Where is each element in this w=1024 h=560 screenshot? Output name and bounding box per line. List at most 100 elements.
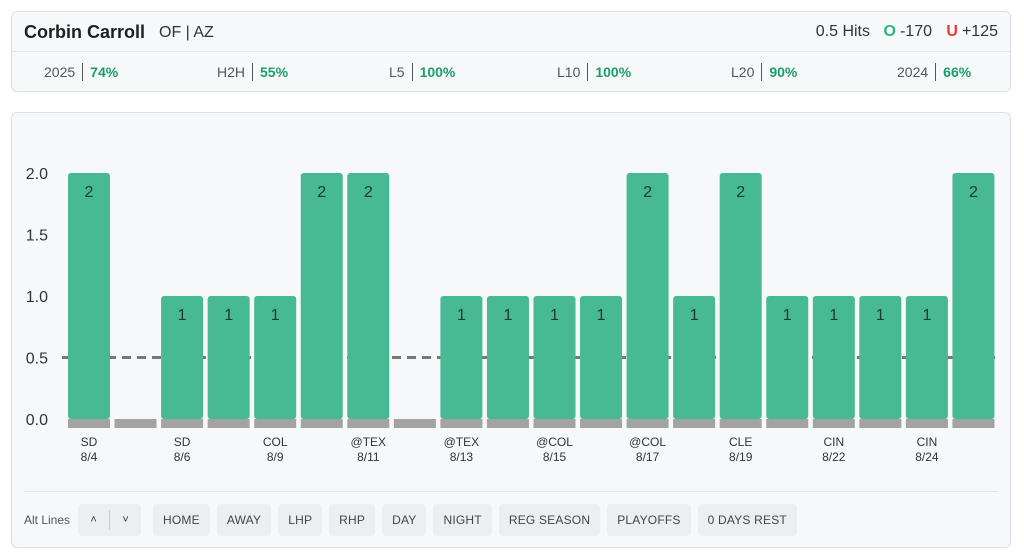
bar-base [300, 419, 343, 428]
bar-value-label: 2 [85, 184, 94, 201]
bar-base [347, 419, 390, 428]
x-tick-date: 8/22 [822, 450, 846, 464]
stat-value: 90% [769, 64, 798, 80]
alt-lines-stepper: ˄ ˅ [78, 504, 142, 536]
filter-rest-days-button[interactable]: 0 DAYS REST [697, 504, 797, 536]
filter-rhp-button[interactable]: RHP [329, 504, 376, 536]
bar [254, 296, 297, 419]
stat-divider [587, 63, 589, 81]
x-tick-date: 8/19 [729, 450, 753, 464]
stat-label: L10 [557, 64, 581, 80]
stat-divider [82, 63, 84, 81]
y-tick-label: 2.0 [26, 166, 48, 183]
x-tick-date: 8/24 [915, 450, 939, 464]
x-tick-date: 8/15 [543, 450, 567, 464]
x-tick-date: 8/17 [636, 450, 660, 464]
player-header-top: Corbin Carroll OF | AZ 0.5 Hits O -170 U +… [12, 12, 1010, 52]
stat-label: H2H [217, 64, 246, 80]
y-tick-label: 0.0 [26, 412, 48, 429]
bar-value-label: 1 [550, 307, 559, 324]
bar-value-label: 2 [969, 184, 978, 201]
y-tick-label: 0.5 [26, 351, 48, 368]
chevron-up-icon: ˄ [90, 514, 97, 526]
stat-divider [252, 63, 254, 81]
bar-base [393, 419, 436, 428]
stat-divider [761, 63, 763, 81]
filter-home-button[interactable]: HOME [153, 504, 210, 536]
stat-value: 100% [419, 64, 456, 80]
over-odds-value: -170 [899, 23, 932, 40]
alt-line-down-button[interactable]: ˅ [110, 504, 141, 536]
bar-value-label: 1 [922, 307, 931, 324]
bar-base [161, 419, 204, 428]
filter-night-button[interactable]: NIGHT [433, 504, 492, 536]
over-letter: O [883, 23, 896, 40]
under-odds[interactable]: U +125 [946, 23, 998, 41]
bar-value-label: 1 [224, 307, 233, 324]
player-name[interactable]: Corbin Carroll [24, 22, 146, 42]
bar-value-label: 1 [829, 307, 838, 324]
filter-away-button[interactable]: AWAY [216, 504, 272, 536]
stat-l10: L10 100% [557, 61, 631, 83]
over-odds[interactable]: O -170 [884, 23, 932, 41]
bar [207, 296, 250, 419]
bar-base [440, 419, 483, 428]
bar-base [812, 419, 855, 428]
bar [719, 173, 762, 419]
stat-l20: L20 90% [731, 61, 797, 83]
y-tick-label: 1.5 [26, 228, 48, 245]
bar [533, 296, 576, 419]
stat-label: L5 [389, 64, 405, 80]
filters-bar: Alt Lines ˄ ˅ HOME AWAY LHP RHP DAY NIGH… [24, 504, 804, 536]
bar-value-label: 1 [876, 307, 885, 324]
x-tick-date: 8/9 [267, 450, 284, 464]
bar [347, 173, 390, 419]
filter-day-button[interactable]: DAY [382, 504, 427, 536]
bar [859, 296, 902, 419]
bar-value-label: 2 [643, 184, 652, 201]
x-tick-team: SD [81, 435, 98, 449]
stat-value: 100% [595, 64, 632, 80]
x-tick-team: SD [174, 435, 191, 449]
bar-value-label: 2 [317, 184, 326, 201]
bar-base [207, 419, 250, 428]
x-tick-team: CLE [729, 435, 752, 449]
stat-value: 55% [260, 64, 289, 80]
stat-value: 66% [943, 64, 972, 80]
alt-line-up-button[interactable]: ˄ [78, 504, 109, 536]
player-position-team: OF | AZ [159, 24, 214, 41]
x-tick-team: CIN [917, 435, 938, 449]
bar-value-label: 1 [597, 307, 606, 324]
bar-base [859, 419, 902, 428]
stat-divider [935, 63, 937, 81]
filter-lhp-button[interactable]: LHP [278, 504, 323, 536]
x-tick-date: 8/6 [174, 450, 191, 464]
under-odds-value: +125 [961, 23, 998, 40]
bar-base [114, 419, 157, 428]
bar [68, 173, 110, 419]
bar-value-label: 2 [364, 184, 373, 201]
x-tick-team: @TEX [351, 435, 387, 449]
filter-reg-season-button[interactable]: REG SEASON [498, 504, 601, 536]
x-tick-team: COL [263, 435, 288, 449]
prop-line-label: 0.5 Hits [815, 23, 870, 40]
bar [486, 296, 529, 419]
bar [626, 173, 669, 419]
x-tick-date: 8/11 [357, 450, 380, 464]
player-header-card: Corbin Carroll OF | AZ 0.5 Hits O -170 U +… [11, 11, 1011, 92]
bar [673, 296, 716, 419]
stat-2024: 2024 66% [897, 61, 971, 83]
bar-value-label: 1 [503, 307, 512, 324]
stat-2025: 2025 74% [44, 61, 118, 83]
bar-base [68, 419, 110, 428]
bar [161, 296, 204, 419]
bar-base [533, 419, 576, 428]
bar-base [766, 419, 809, 428]
bar-base [580, 419, 623, 428]
filter-playoffs-button[interactable]: PLAYOFFS [607, 504, 691, 536]
bar-base [952, 419, 995, 428]
bar [440, 296, 483, 419]
bar-value-label: 2 [736, 184, 745, 201]
bar-base [719, 419, 762, 428]
x-tick-date: 8/4 [81, 450, 98, 464]
